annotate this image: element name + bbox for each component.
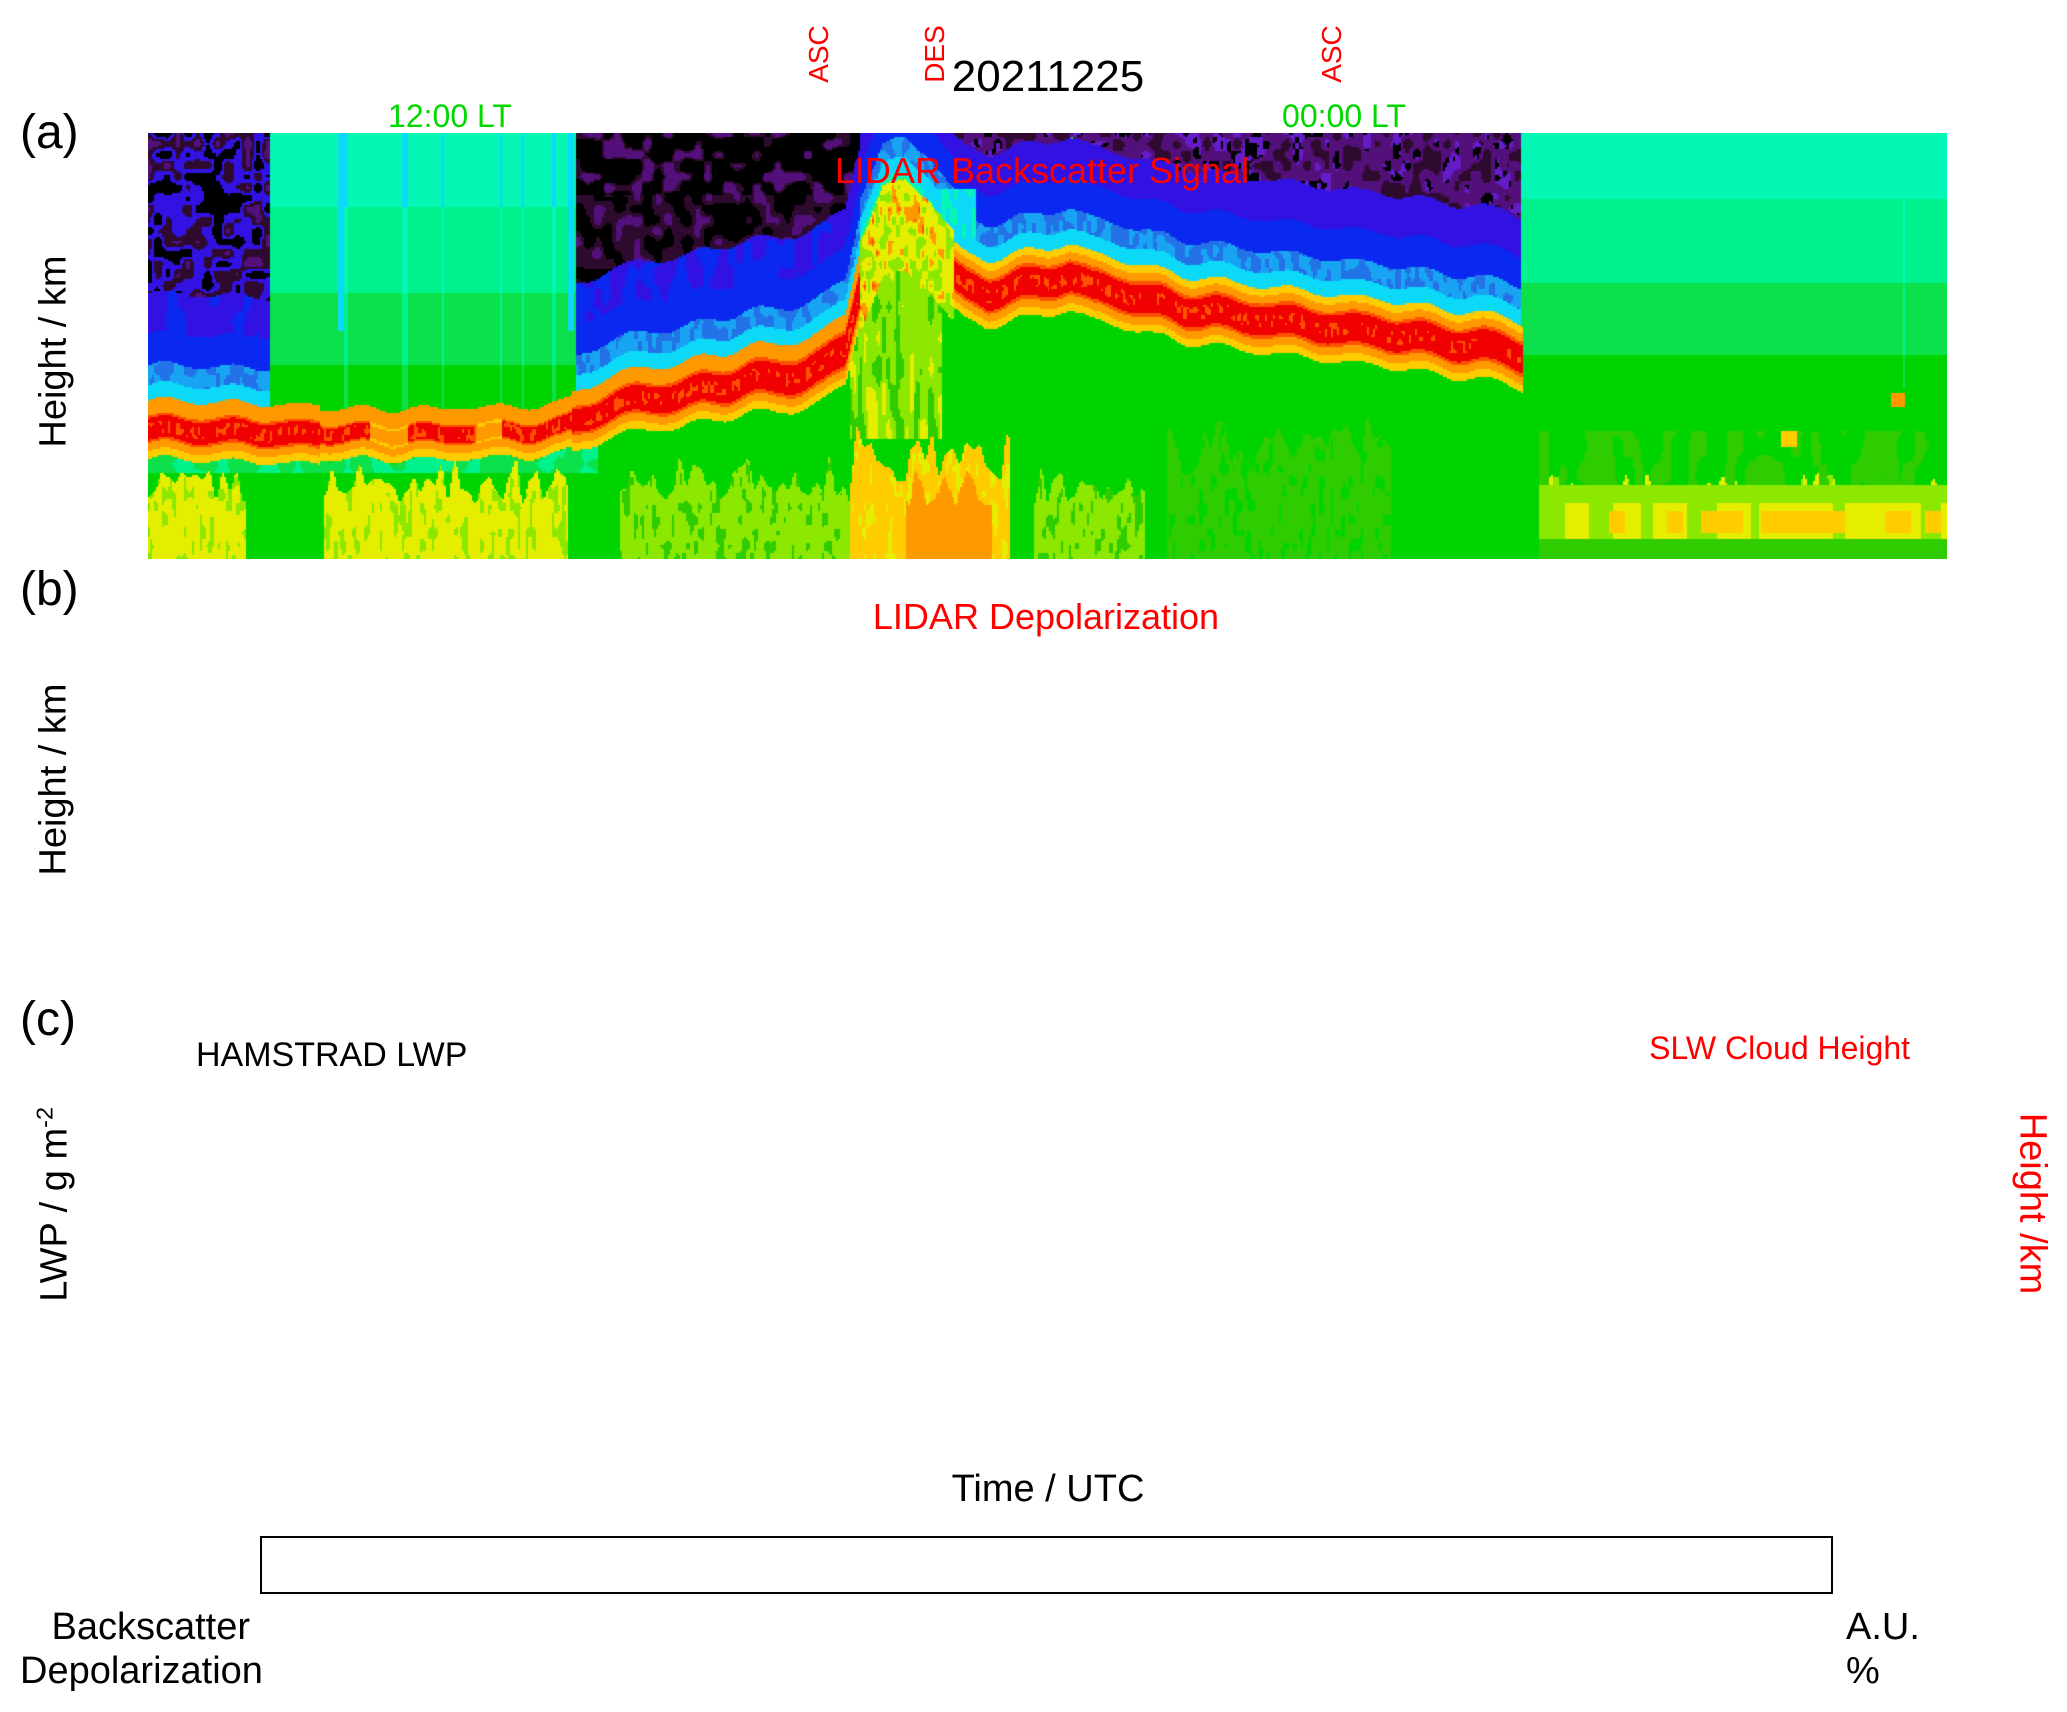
satellite-asc1-label: ASC xyxy=(803,25,834,83)
colorbar-row1-name: Backscatter xyxy=(51,1606,250,1648)
panel-a-title: LIDAR Backscatter Signal xyxy=(834,150,1250,191)
lwp-cloudheight-plot-canvas xyxy=(148,988,1947,1412)
panel-c-ylabel-sup: -2 xyxy=(31,1106,58,1128)
panel-c-right-ylabel: Height /km xyxy=(2011,1112,2054,1295)
satellite-asc2-label: ASC xyxy=(1316,25,1347,83)
panel-a-ylabel: Height / km xyxy=(32,255,75,448)
panel-b-ylabel: Height / km xyxy=(32,683,75,876)
depolarization-heatmap-canvas xyxy=(148,562,1947,986)
lwp-series-label: HAMSTRAD LWP xyxy=(196,1036,468,1074)
figure-title: 20211225 xyxy=(951,52,1145,101)
panel-b-letter: (b) xyxy=(20,563,79,616)
colorbar xyxy=(260,1536,1833,1594)
local-noon-label: 12:00 LT xyxy=(388,98,512,134)
panel-b-title: LIDAR Depolarization xyxy=(872,596,1220,637)
satellite-des-label: DES xyxy=(919,25,950,83)
colorbar-row1-unit: A.U. xyxy=(1846,1606,1920,1648)
backscatter-heatmap-canvas xyxy=(148,133,1947,559)
colorbar-row2-unit: % xyxy=(1846,1650,1880,1692)
panel-c-ylabel: LWP / g m-2 xyxy=(32,1064,77,1344)
colorbar-row2-name: Depolarization xyxy=(20,1650,263,1692)
panel-c-ylabel-main: LWP / g m xyxy=(33,1127,76,1302)
panel-c-letter: (c) xyxy=(20,993,76,1046)
slw-series-label: SLW Cloud Height xyxy=(1649,1030,1910,1066)
local-midnight-label: 00:00 LT xyxy=(1282,98,1406,134)
x-axis-label: Time / UTC xyxy=(951,1468,1145,1510)
panel-a-letter: (a) xyxy=(20,106,79,159)
